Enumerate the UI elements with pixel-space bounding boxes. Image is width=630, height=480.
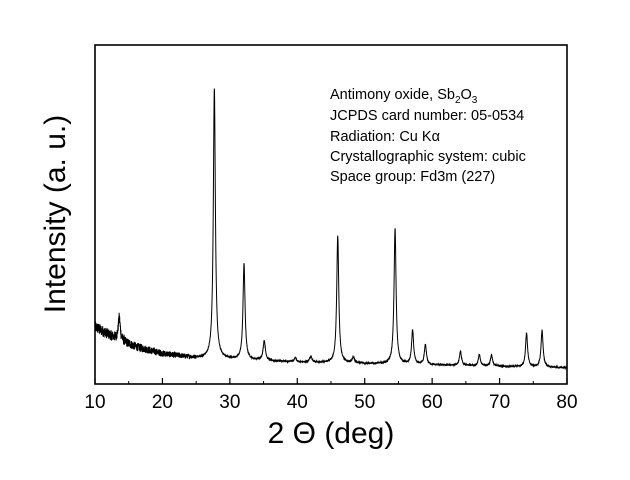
x-tick-label: 40 <box>287 392 308 413</box>
x-tick-label: 60 <box>422 392 443 413</box>
x-axis-title: 2 Θ (deg) <box>268 417 395 450</box>
x-tick-label: 10 <box>84 392 105 413</box>
annotation-oxygen: O <box>461 87 472 103</box>
x-tick-label: 20 <box>152 392 173 413</box>
annotation-radiation-text: Radiation: Cu K <box>330 129 432 145</box>
y-axis-title: Intensity (a. u.) <box>39 115 72 313</box>
annotation-compound: Antimony oxide, Sb2O3 <box>330 87 478 106</box>
annotation-compound-text: Antimony oxide, Sb <box>330 87 455 103</box>
xrd-pattern-line <box>94 88 568 371</box>
annotation-subscript-3: 3 <box>472 95 478 106</box>
x-axis: 10 20 30 40 50 60 70 80 <box>84 378 578 413</box>
annotation-block: Antimony oxide, Sb2O3 JCPDS card number:… <box>330 87 526 185</box>
annotation-jcpds: JCPDS card number: 05-0534 <box>330 108 524 124</box>
x-tick-label: 80 <box>556 392 577 413</box>
annotation-alpha: α <box>432 129 440 145</box>
x-tick-label: 50 <box>354 392 375 413</box>
annotation-subscript-2: 2 <box>455 95 461 106</box>
x-tick-label: 70 <box>489 392 510 413</box>
annotation-space-group: Space group: Fd3m (227) <box>330 169 495 185</box>
x-tick-label: 30 <box>219 392 240 413</box>
annotation-crystal-system: Crystallographic system: cubic <box>330 149 526 165</box>
annotation-radiation: Radiation: Cu Kα <box>330 129 440 145</box>
